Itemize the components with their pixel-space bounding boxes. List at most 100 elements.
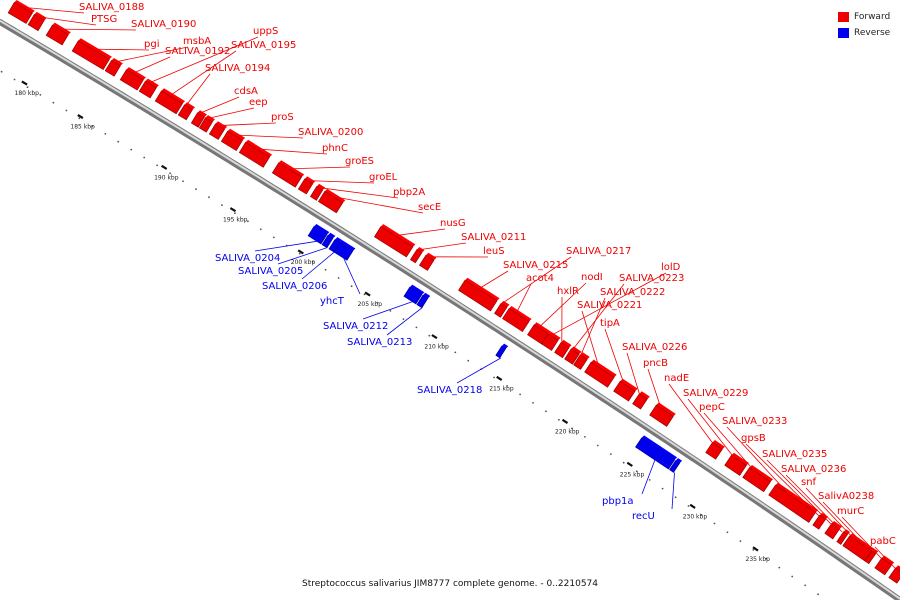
minor-tick-dot [506,385,508,387]
gene-label-SALIVA_0218: SALIVA_0218 [417,357,501,396]
gene-forward-SALIVA_0188 [7,0,35,24]
gene-label-hxlR-text: hxlR [557,286,579,297]
minor-tick-dot [674,496,677,499]
gene-reverse-pbp1a [635,435,678,470]
minor-tick-dot [143,156,146,159]
gene-forward-msbA [104,58,123,77]
gene-label-pbp1a-text: pbp1a [602,496,634,507]
gene-label-nusG: nusG [393,218,466,237]
kbp-minor-dots [0,70,819,596]
gene-label-SALIVA_0223: SALIVA_0223 [571,273,684,351]
minor-tick-dot [39,94,42,96]
gene-label-groEL-text: groEL [369,172,398,183]
legend-forward: Forward [838,9,890,25]
minor-tick-dot [441,343,444,345]
gene-label-pgi-text: pgi [144,39,159,50]
kbp-tick-label: 185 kbp [70,124,95,131]
kbp-tick-label: 220 kbp [555,428,580,435]
gene-forward-SALIVA_0192 [119,67,146,91]
minor-tick-dot [350,285,353,288]
minor-tick-dot [700,513,703,516]
kbp-tick: 195 kbp [223,207,248,224]
gene-forward-secE [317,188,346,214]
minor-tick-dot [752,549,755,551]
gene-label-SALIVA_0218-text: SALIVA_0218 [417,385,482,396]
gene-label-SALIVA_0192-text: SALIVA_0192 [165,46,230,57]
gene-label-SALIVA_0190: SALIVA_0190 [57,19,196,31]
gene-label-groEL: groEL [305,172,398,184]
gene-label-SALIVA_0217: SALIVA_0217 [500,246,631,305]
minor-tick-dot [130,148,133,151]
gene-label-pbp2A: pbp2A [316,186,425,199]
minor-tick-dot [402,318,405,320]
gene-label-uppS: uppS [147,26,278,84]
gene-forward-pncB [649,402,676,427]
map-caption: Streptococcus salivarius JIM8777 complet… [302,579,598,589]
gene-forward-SALIVA_0222 [573,352,590,370]
gene-label-SALIVA_0204-text: SALIVA_0204 [215,253,280,264]
gene-forward-groEL [297,176,316,195]
gene-label-proS-text: proS [271,112,294,123]
gene-label-pncB-text: pncB [643,358,668,369]
gene-forward-SALIVA_0215 [458,277,500,312]
genome-backbone [0,19,900,600]
kbp-tick-label: 205 kbp [358,301,383,308]
gene-reverse-SALIVA_0218 [495,343,509,359]
minor-tick-dot [609,453,612,455]
gene-label-murC: murC [837,506,884,561]
minor-tick-dot [376,301,379,304]
gene-label-SALIVA_0205-text: SALIVA_0205 [238,266,303,277]
gene-reverse-recU [669,458,683,473]
gene-forward-pepC [742,465,773,493]
kbp-tick-label: 230 kbp [683,513,708,520]
kbp-tick-label: 200 kbp [291,259,316,266]
gene-forward-cdsA [190,110,207,128]
minor-tick-dot [337,277,340,279]
gene-label-SALIVA_0212: SALIVA_0212 [323,301,414,332]
minor-tick-dot [596,444,599,447]
minor-tick-dot [635,470,638,473]
gene-label-tipA: tipA [600,318,625,386]
legend-reverse: Reverse [838,25,890,41]
gene-label-SALIVA_0215: SALIVA_0215 [477,260,568,290]
gene-forward-SALIVA_0190 [45,22,71,46]
minor-tick-dot [765,557,768,560]
gene-label-pbp1a: pbp1a [602,459,656,507]
gene-label-SALIVA_0211: SALIVA_0211 [416,232,526,251]
minor-tick-dot [26,86,29,89]
minor-tick-dot [363,293,366,296]
kbp-tick: 200 kbp [291,249,316,266]
minor-tick-dot [298,252,301,255]
gene-label-pabC: pabC [870,536,897,570]
minor-tick-dot [571,427,573,430]
gene-label-yhcT-text: yhcT [320,296,345,307]
gene-label-SALIVA_0192: SALIVA_0192 [131,46,230,75]
gene-label-SALIVA_0206-text: SALIVA_0206 [262,281,327,292]
minor-tick-dot [778,566,781,569]
gene-label-PTSG-text: PTSG [91,14,117,25]
minor-tick-dot [65,109,68,112]
gene-label-leuS: leuS [426,246,505,258]
kbp-tick: 185 kbp [70,114,95,131]
minor-tick-dot [259,228,262,231]
gene-label-secE-text: secE [418,202,441,213]
minor-tick-dot [584,436,586,438]
minor-tick-dot [493,376,495,379]
gene-label-nadE: nadE [664,373,715,446]
gene-label-SALIVA_0221-text: SALIVA_0221 [577,300,642,311]
minor-tick-dot [428,334,431,337]
gene-label-SALIVA_0226: SALIVA_0226 [622,342,687,396]
gene-forward-acot4 [502,306,532,333]
gene-label-SALIVA_0194: SALIVA_0194 [185,63,270,107]
gene-label-SALIVA_0211-text: SALIVA_0211 [461,232,526,243]
gene-label-SALIVA_0195-text: SALIVA_0195 [231,40,296,51]
kbp-tick: 210 kbp [424,334,449,351]
gene-label-lolD-text: lolD [661,262,681,273]
gene-reverse-SALIVA_0212 [403,284,425,305]
gene-forward-groES [271,160,305,188]
gene-label-SalivA0238: SalivA0238 [818,491,874,552]
minor-tick-dot [0,70,3,73]
gene-label-SALIVA_0200: SALIVA_0200 [231,127,363,139]
gene-label-gpsB-text: gpsB [741,433,766,444]
minor-tick-dot [791,575,794,578]
